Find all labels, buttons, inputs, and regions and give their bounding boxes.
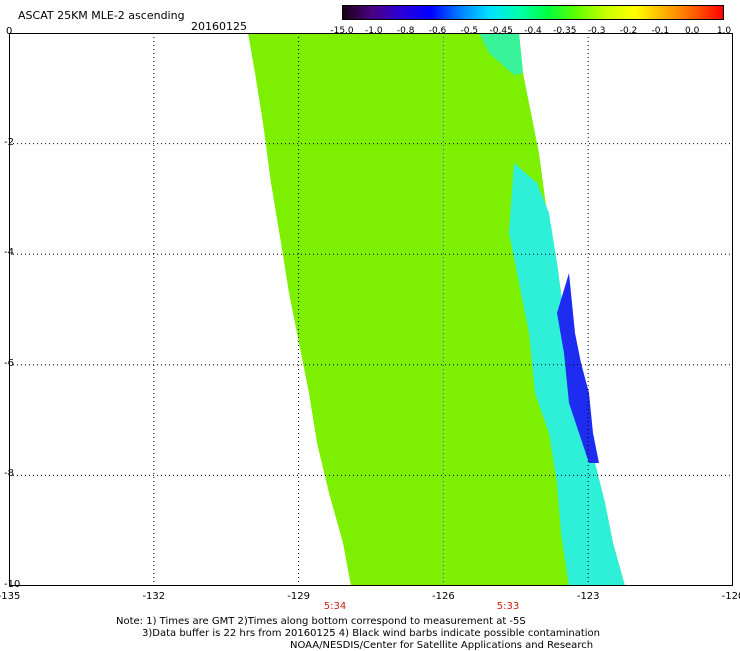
x-tick-label: -135 [0,591,21,602]
x-tick-label: -129 [287,591,310,602]
colorbar-tick-label: 1.0 [716,26,732,36]
map-date: 20160125 [191,20,247,33]
colorbar-tick-label: -0.4 [524,26,542,36]
colorbar-tick-label: -0.45 [489,26,513,36]
colorbar-tick-label: -0.3 [587,26,606,36]
colorbar-tick-label: -0.35 [553,26,577,36]
colorbar-tick-label: -0.6 [428,26,447,36]
colorbar-tick-label: -1.0 [365,26,383,36]
x-tick-label: -123 [576,591,600,602]
map-title: ASCAT 25KM MLE-2 ascending [18,9,185,22]
note-line-3: NOAA/NESDIS/Center for Satellite Applica… [290,640,594,651]
colorbar-tick-label: 0.0 [684,26,700,36]
swath-edge-blue [557,273,599,463]
x-tick-label: -120 [721,591,740,602]
plot-frame [9,33,733,586]
map-plot [9,33,733,586]
colorbar-tick-label: -0.8 [396,26,415,36]
swath-green [248,33,625,586]
x-tick-label: -126 [432,591,455,602]
colorbar [342,5,724,20]
colorbar-tick-label: -15.0 [330,26,354,36]
lat-lon-grid [9,33,733,586]
swath-edge-top [479,33,523,75]
colorbar-tick-label: -0.1 [651,26,670,36]
time-label: 5:33 [496,601,520,612]
x-tick-label: -132 [142,591,166,602]
colorbar-tick-label: -0.5 [460,26,479,36]
time-label: 5:34 [323,601,347,612]
scatterometer-swath [248,33,625,586]
note-line-2: 3)Data buffer is 22 hrs from 20160125 4)… [142,628,600,639]
note-line-1: Note: 1) Times are GMT 2)Times along bot… [116,616,526,627]
colorbar-labels: -15.0 -1.0 -0.8 -0.6 -0.5 -0.45 -0.4 -0.35 -0.3 -… [330,26,732,38]
colorbar-tick-label: -0.2 [619,26,638,36]
